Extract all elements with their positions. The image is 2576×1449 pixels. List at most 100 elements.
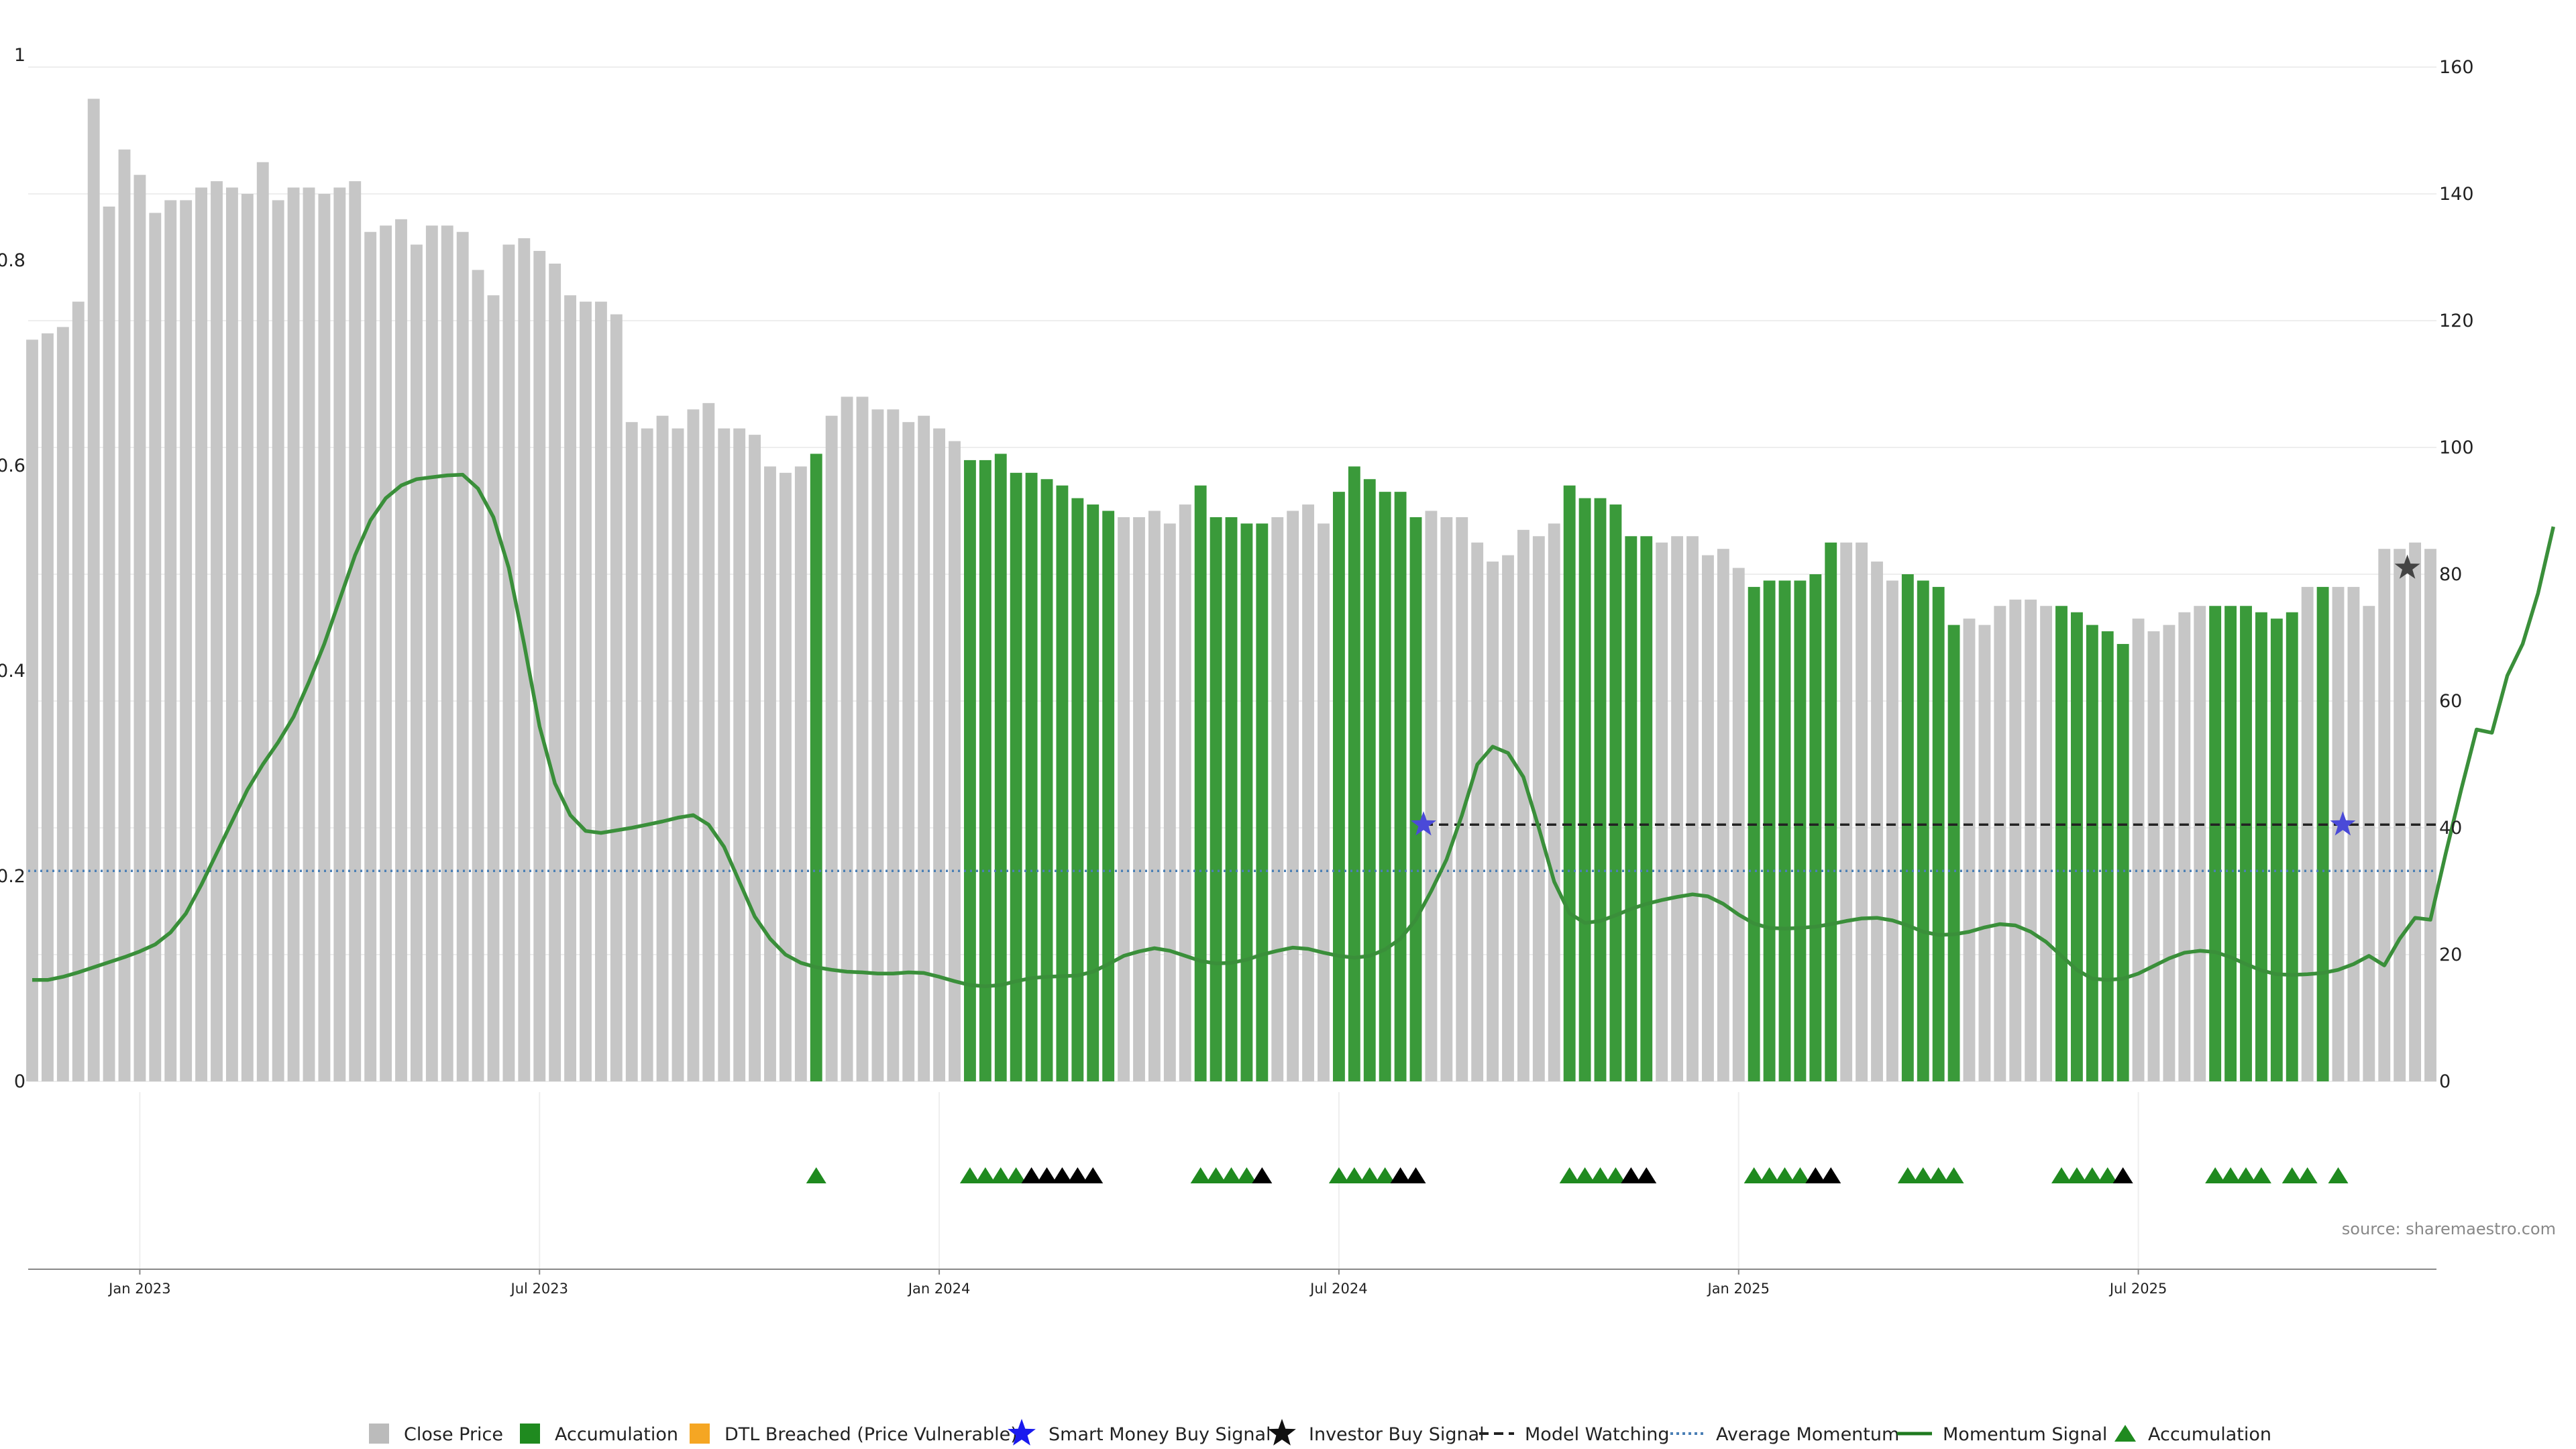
- close-price-bar: [1179, 504, 1191, 1081]
- close-price-bar: [441, 225, 453, 1081]
- accumulation-marker: [1943, 1167, 1964, 1183]
- accumulation-bar: [2209, 606, 2222, 1081]
- investor-signal-star: [2394, 554, 2420, 579]
- close-price-bar: [1271, 517, 1284, 1081]
- close-price-bar: [2394, 549, 2406, 1081]
- accumulation-marker: [975, 1167, 996, 1183]
- accumulation-bar: [2270, 619, 2283, 1081]
- accumulation-bar: [1348, 466, 1360, 1081]
- close-price-bar: [1163, 523, 1176, 1081]
- legend-label: Accumulation: [2148, 1424, 2271, 1445]
- close-price-bar: [594, 301, 607, 1081]
- accumulation-bar: [1210, 517, 1222, 1081]
- accumulation-bar: [1409, 517, 1422, 1081]
- accumulation-marker: [990, 1167, 1011, 1183]
- investor-marker: [1821, 1167, 1841, 1183]
- close-price-bar: [1840, 542, 1853, 1081]
- legend-item: Accumulation: [520, 1424, 678, 1445]
- close-price-bar: [610, 314, 623, 1081]
- accumulation-bar: [1748, 586, 1760, 1081]
- accumulation-bar: [1071, 498, 1084, 1081]
- accumulation-bar: [1225, 517, 1238, 1081]
- left-tick-label: 1: [14, 45, 25, 66]
- accumulation-marker: [2236, 1167, 2256, 1183]
- accumulation-bar: [1332, 492, 1345, 1081]
- accumulation-bar: [1040, 479, 1053, 1081]
- accumulation-bar: [2055, 606, 2068, 1081]
- signal-lines: [28, 472, 2555, 989]
- x-tick-label: Jan 2024: [907, 1281, 971, 1297]
- close-price-bar: [103, 206, 115, 1081]
- legend-swatch: [369, 1424, 389, 1444]
- close-price-bar: [1471, 542, 1484, 1081]
- close-price-bar: [41, 333, 54, 1081]
- right-tick-label: 60: [2439, 691, 2462, 712]
- close-price-bar: [1502, 555, 1514, 1081]
- close-price-bar: [702, 402, 715, 1081]
- close-price-bar: [149, 213, 162, 1082]
- legend-item: Accumulation: [2114, 1424, 2271, 1445]
- legend-label: Momentum Signal: [1943, 1424, 2107, 1445]
- close-price-bar: [1994, 606, 2006, 1081]
- price-bars: [26, 99, 2436, 1082]
- legend-label: Investor Buy Signal: [1309, 1424, 1485, 1445]
- accumulation-bar: [1394, 492, 1407, 1081]
- close-price-bar: [72, 301, 85, 1081]
- accumulation-bar: [1056, 485, 1069, 1081]
- accumulation-marker: [2205, 1167, 2226, 1183]
- close-price-bar: [902, 422, 915, 1081]
- close-price-bar: [687, 409, 700, 1081]
- accumulation-bar: [1256, 523, 1269, 1081]
- close-price-bar: [625, 422, 638, 1081]
- close-price-bar: [764, 466, 776, 1081]
- investor-marker: [1052, 1167, 1073, 1183]
- accumulation-bar: [1194, 485, 1207, 1081]
- investor-marker: [1405, 1167, 1426, 1183]
- accumulation-bar: [1594, 498, 1607, 1081]
- right-tick-label: 120: [2439, 311, 2474, 331]
- momentum-signal-line: [32, 472, 2555, 989]
- accumulation-marker: [2251, 1167, 2271, 1183]
- close-price-bar: [1532, 536, 1545, 1081]
- investor-marker: [1621, 1167, 1642, 1183]
- investor-marker: [1021, 1167, 1042, 1183]
- right-tick-label: 20: [2439, 945, 2462, 965]
- investor-marker: [2112, 1167, 2133, 1183]
- accumulation-marker: [2051, 1167, 2072, 1183]
- close-price-bar: [2424, 549, 2436, 1081]
- left-tick-label: 0: [14, 1071, 25, 1092]
- accumulation-marker: [1344, 1167, 1364, 1183]
- close-price-bar: [841, 396, 853, 1081]
- accumulation-bar: [1578, 498, 1591, 1081]
- close-price-bar: [1856, 542, 1868, 1081]
- accumulation-bar: [1932, 586, 1945, 1081]
- accumulation-bar: [810, 453, 822, 1081]
- close-price-bar: [256, 162, 269, 1081]
- close-price-bar: [2178, 612, 2191, 1081]
- close-price-bar: [779, 472, 792, 1081]
- accumulation-bar: [2070, 612, 2083, 1081]
- accumulation-marker: [2220, 1167, 2241, 1183]
- accumulation-bar: [1563, 485, 1576, 1081]
- accumulation-marker: [2066, 1167, 2087, 1183]
- legend-label: Smart Money Buy Signal: [1049, 1424, 1271, 1445]
- close-price-bar: [1440, 517, 1453, 1081]
- legend-item: Close Price: [369, 1424, 503, 1445]
- close-price-bar: [871, 409, 884, 1081]
- accumulation-marker: [1328, 1167, 1349, 1183]
- close-price-bar: [272, 200, 284, 1082]
- close-price-bar: [56, 327, 69, 1082]
- close-price-bar: [1686, 536, 1699, 1081]
- accumulation-bar: [2116, 643, 2129, 1081]
- accumulation-bar: [1240, 523, 1253, 1081]
- smart-money-signal-star: [2330, 811, 2356, 836]
- legend-swatch: [690, 1424, 710, 1444]
- close-price-bar: [333, 187, 346, 1081]
- right-tick-label: 0: [2439, 1071, 2451, 1092]
- close-price-bar: [303, 187, 315, 1081]
- accumulation-bar: [2224, 606, 2237, 1081]
- close-price-bar: [1148, 511, 1161, 1081]
- close-price-bar: [318, 194, 331, 1081]
- left-axis: 0 0.2 0.4 0.6 0.8 1: [0, 45, 25, 1092]
- close-price-bar: [1302, 504, 1315, 1081]
